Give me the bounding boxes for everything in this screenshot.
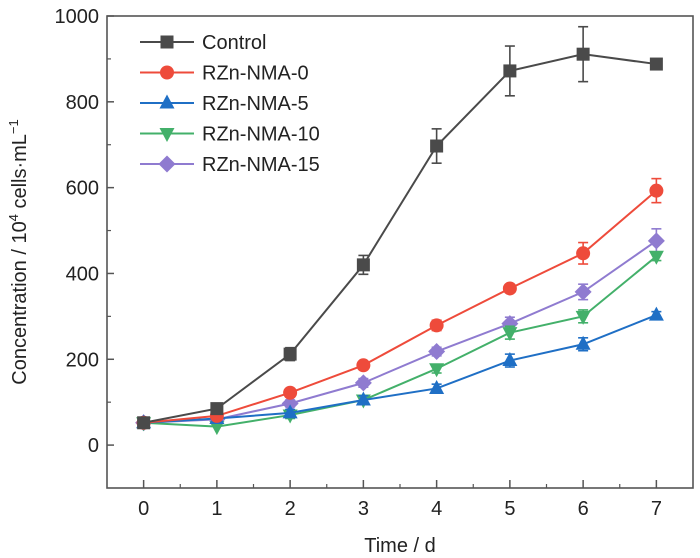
marker-triangle-down	[502, 327, 518, 342]
marker-circle	[356, 358, 371, 373]
legend-label: RZn-NMA-15	[202, 154, 320, 176]
marker-square	[356, 258, 370, 272]
legend-item: RZn-NMA-0	[140, 63, 309, 85]
marker-square	[649, 57, 663, 71]
y-tick-label: 600	[66, 178, 99, 200]
y-tick-label: 400	[66, 263, 99, 285]
y-tick-label: 800	[66, 92, 99, 114]
marker-square	[160, 35, 174, 49]
series-control	[137, 25, 663, 430]
marker-square	[503, 64, 517, 78]
marker-triangle-down	[575, 310, 591, 325]
marker-triangle-down	[209, 421, 225, 436]
marker-triangle-up	[502, 352, 518, 367]
marker-diamond	[428, 343, 446, 361]
marker-square	[210, 402, 224, 416]
marker-triangle-up	[159, 94, 175, 109]
x-tick-label: 6	[578, 498, 589, 520]
marker-triangle-down	[159, 128, 175, 142]
series-layer	[135, 25, 665, 436]
legend-label: RZn-NMA-10	[202, 124, 320, 146]
marker-diamond	[354, 374, 372, 392]
legend-label: RZn-NMA-0	[202, 63, 309, 85]
marker-diamond	[647, 232, 665, 250]
marker-circle	[283, 385, 298, 400]
x-tick-label: 3	[358, 498, 369, 520]
x-tick-label: 4	[431, 498, 442, 520]
marker-circle	[160, 65, 174, 80]
marker-square	[576, 47, 590, 61]
legend-item: RZn-NMA-10	[140, 124, 320, 146]
marker-square	[430, 139, 444, 153]
marker-triangle-up	[355, 391, 371, 406]
y-axis: 0 200 400 600 800 1000	[55, 6, 114, 457]
marker-circle	[649, 183, 664, 198]
legend: Control RZn-NMA-0 RZn-NMA-5 RZn-NMA-10 RZn-N…	[140, 32, 320, 176]
series-line	[143, 255, 658, 428]
marker-diamond	[158, 155, 176, 173]
marker-diamond	[574, 283, 592, 301]
legend-item: Control	[140, 32, 266, 54]
marker-circle	[429, 318, 444, 333]
marker-triangle-up	[575, 335, 591, 350]
x-axis-title: Time / d	[364, 535, 436, 557]
marker-triangle-down	[648, 250, 664, 265]
y-tick-label: 0	[88, 435, 99, 457]
marker-triangle-up	[648, 306, 664, 321]
x-tick-label: 0	[138, 498, 149, 520]
x-tick-label: 2	[285, 498, 296, 520]
series-line	[143, 314, 657, 424]
y-axis-title: Concentration / 104 cells·mL−1	[6, 119, 31, 385]
marker-diamond	[281, 394, 299, 412]
marker-circle	[576, 246, 591, 261]
y-tick-label: 200	[66, 349, 99, 371]
x-axis: 0 1 2 3 4 5 6 7	[138, 480, 662, 520]
series-rzn-nma-0	[136, 177, 664, 430]
marker-square	[137, 416, 151, 430]
legend-item: RZn-NMA-15	[140, 154, 320, 176]
x-tick-label: 7	[651, 498, 662, 520]
x-tick-label: 5	[504, 498, 515, 520]
x-tick-label: 1	[211, 498, 222, 520]
series-line	[143, 240, 657, 424]
legend-label: Control	[202, 32, 266, 54]
marker-square	[283, 347, 297, 361]
legend-label: RZn-NMA-5	[202, 93, 309, 115]
series-line	[143, 189, 658, 424]
legend-item: RZn-NMA-5	[140, 93, 309, 115]
marker-circle	[502, 281, 517, 296]
marker-triangle-down	[429, 363, 445, 378]
series-line	[143, 53, 657, 424]
marker-triangle-up	[282, 404, 298, 419]
y-tick-label: 1000	[55, 6, 100, 28]
marker-triangle-up	[429, 379, 445, 394]
